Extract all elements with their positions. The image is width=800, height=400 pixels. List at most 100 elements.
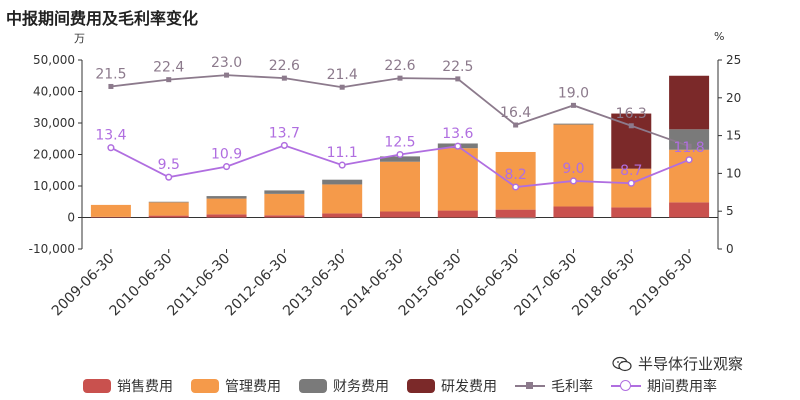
- left-tick-label: 20,000: [33, 148, 75, 162]
- legend-label-rd: 研发费用: [441, 379, 497, 395]
- point-期间费用率: [338, 161, 346, 169]
- left-tick-label: -10,000: [29, 242, 75, 256]
- bar-销售费用: [611, 207, 652, 218]
- point-期间费用率: [569, 177, 578, 185]
- bar-销售费用: [380, 211, 420, 218]
- bar-财务费用: [264, 190, 305, 194]
- data-label-期间费用率: 13.7: [269, 125, 300, 141]
- bar-销售费用: [669, 202, 710, 218]
- legend-item-sales[interactable]: 销售费用: [83, 376, 173, 396]
- legend-label-sales: 销售费用: [117, 379, 173, 395]
- point-毛利率: [397, 75, 403, 81]
- point-毛利率: [224, 72, 230, 78]
- legend-label-finance: 财务费用: [333, 379, 389, 395]
- point-毛利率: [455, 76, 461, 82]
- bar-销售费用: [148, 215, 189, 218]
- bar-销售费用: [322, 213, 363, 218]
- bar-财务费用: [553, 123, 594, 125]
- watermark-text: 半导体行业观察: [638, 355, 744, 373]
- legend-item-admin[interactable]: 管理费用: [191, 376, 281, 396]
- data-label-期间费用率: 8.2: [505, 167, 527, 183]
- legend-swatch-expense-ratio: [611, 379, 641, 393]
- right-tick-label: 10: [726, 166, 741, 180]
- legend-swatch-finance: [299, 379, 327, 393]
- watermark: 半导体行业观察: [612, 353, 743, 374]
- data-label-毛利率: 16.3: [616, 106, 647, 122]
- legend-swatch-admin: [191, 379, 219, 393]
- bar-销售费用: [90, 216, 131, 218]
- data-label-毛利率: 19.0: [558, 85, 589, 101]
- left-tick-label: 0: [67, 211, 75, 225]
- point-毛利率: [166, 77, 172, 83]
- left-tick-label: 10,000: [33, 179, 75, 193]
- legend-item-expense-ratio[interactable]: 期间费用率: [611, 376, 717, 396]
- point-期间费用率: [222, 163, 231, 171]
- data-label-毛利率: 21.4: [327, 67, 358, 83]
- data-label-毛利率: 22.6: [269, 58, 300, 74]
- data-label-毛利率: 21.5: [95, 66, 126, 82]
- data-label-期间费用率: 10.9: [211, 147, 242, 163]
- bar-财务费用: [495, 217, 536, 219]
- bar-研发费用: [611, 113, 652, 169]
- point-毛利率: [628, 123, 634, 129]
- data-label-毛利率: 23.0: [211, 55, 242, 71]
- point-期间费用率: [685, 156, 693, 164]
- point-期间费用率: [280, 141, 288, 149]
- data-label-毛利率: 22.5: [442, 59, 473, 75]
- point-毛利率: [570, 102, 576, 108]
- data-label-期间费用率: 11.8: [674, 140, 705, 156]
- bar-管理费用: [206, 198, 247, 215]
- wechat-icon: [612, 356, 632, 371]
- bar-财务费用: [148, 201, 189, 203]
- bar-销售费用: [553, 206, 594, 218]
- legend-label-gross-margin: 毛利率: [551, 379, 593, 395]
- data-label-期间费用率: 9.0: [562, 161, 584, 177]
- bar-财务费用: [206, 196, 247, 199]
- data-label-期间费用率: 9.5: [158, 157, 180, 173]
- bar-管理费用: [380, 161, 420, 212]
- bar-研发费用: [669, 75, 710, 130]
- legend-item-rd[interactable]: 研发费用: [407, 376, 497, 396]
- bar-销售费用: [206, 214, 247, 218]
- point-毛利率: [281, 75, 287, 81]
- left-tick-label: 30,000: [33, 116, 75, 130]
- right-tick-label: 5: [726, 204, 734, 218]
- bar-管理费用: [553, 124, 594, 207]
- data-label-期间费用率: 11.1: [327, 145, 358, 161]
- bar-管理费用: [322, 184, 363, 214]
- legend-swatch-rd: [407, 379, 435, 393]
- data-label-毛利率: 22.4: [153, 60, 184, 76]
- legend-swatch-sales: [83, 379, 111, 393]
- data-label-毛利率: 22.6: [384, 58, 415, 74]
- data-label-期间费用率: 13.4: [95, 128, 126, 144]
- point-毛利率: [108, 83, 114, 89]
- bar-管理费用: [437, 148, 478, 211]
- right-tick-label: 15: [726, 129, 741, 143]
- x-tick-label: 2019-06-30: [627, 251, 696, 320]
- bar-销售费用: [437, 210, 478, 218]
- left-axis-unit: 万: [74, 32, 85, 45]
- data-label-期间费用率: 8.7: [620, 163, 642, 179]
- point-毛利率: [339, 84, 345, 90]
- bar-财务费用: [322, 179, 363, 185]
- data-label-期间费用率: 12.5: [384, 135, 415, 151]
- bar-管理费用: [90, 204, 131, 217]
- bar-管理费用: [264, 193, 305, 216]
- right-tick-label: 0: [726, 242, 734, 256]
- data-label-毛利率: 16.4: [500, 105, 531, 121]
- left-tick-label: 40,000: [33, 85, 75, 99]
- bar-管理费用: [148, 202, 189, 216]
- point-期间费用率: [396, 150, 404, 159]
- bar-销售费用: [264, 215, 305, 218]
- legend-item-finance[interactable]: 财务费用: [299, 376, 389, 396]
- point-期间费用率: [454, 142, 462, 150]
- data-label-期间费用率: 13.6: [442, 126, 473, 142]
- right-axis-unit: %: [714, 30, 725, 43]
- bar-管理费用: [611, 168, 652, 208]
- point-期间费用率: [512, 183, 520, 191]
- legend-item-gross-margin[interactable]: 毛利率: [515, 376, 593, 396]
- right-tick-label: 25: [726, 53, 741, 67]
- point-毛利率: [686, 143, 692, 149]
- point-毛利率: [513, 122, 519, 128]
